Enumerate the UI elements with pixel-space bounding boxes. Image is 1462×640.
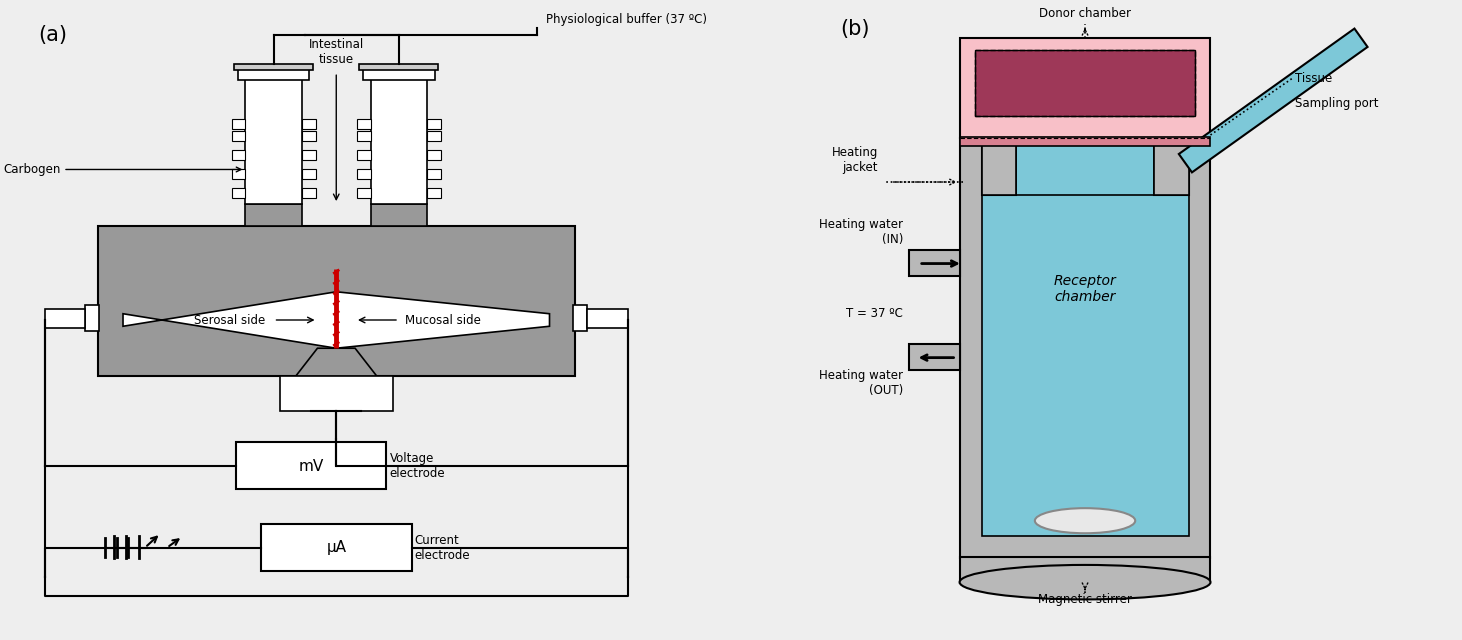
Polygon shape	[301, 131, 316, 141]
Polygon shape	[959, 38, 1211, 138]
Polygon shape	[45, 308, 85, 328]
Polygon shape	[231, 131, 246, 141]
Polygon shape	[975, 51, 1194, 116]
Polygon shape	[357, 131, 371, 141]
Polygon shape	[909, 250, 959, 276]
Polygon shape	[98, 226, 575, 376]
Text: Sampling port: Sampling port	[1295, 97, 1379, 110]
Polygon shape	[959, 557, 1211, 584]
Polygon shape	[357, 150, 371, 160]
Text: Carbogen: Carbogen	[3, 163, 241, 176]
Text: Intestinal
tissue: Intestinal tissue	[308, 38, 364, 66]
Polygon shape	[959, 137, 1211, 146]
Polygon shape	[238, 69, 310, 81]
Ellipse shape	[1035, 508, 1135, 533]
Polygon shape	[231, 169, 246, 179]
Polygon shape	[301, 150, 316, 160]
Polygon shape	[427, 188, 442, 198]
Ellipse shape	[959, 565, 1211, 600]
Polygon shape	[427, 131, 442, 141]
Polygon shape	[357, 169, 371, 179]
Polygon shape	[427, 118, 442, 129]
Polygon shape	[262, 524, 411, 571]
Polygon shape	[588, 308, 627, 328]
Polygon shape	[231, 188, 246, 198]
Polygon shape	[246, 79, 301, 204]
Polygon shape	[909, 344, 959, 370]
Text: Current
electrode: Current electrode	[415, 534, 471, 562]
Polygon shape	[360, 64, 439, 70]
Polygon shape	[235, 442, 386, 490]
Polygon shape	[959, 138, 1211, 558]
Polygon shape	[371, 79, 427, 204]
Polygon shape	[336, 292, 550, 348]
Polygon shape	[301, 169, 316, 179]
Polygon shape	[301, 188, 316, 198]
Text: Receptor
chamber: Receptor chamber	[1054, 273, 1117, 304]
Text: Voltage
electrode: Voltage electrode	[389, 452, 446, 480]
Polygon shape	[1154, 138, 1189, 195]
Text: Serosal side: Serosal side	[194, 314, 265, 326]
Polygon shape	[234, 64, 313, 70]
Polygon shape	[573, 305, 588, 332]
Text: T = 37 ºC: T = 37 ºC	[846, 307, 904, 320]
Text: Tissue: Tissue	[1295, 72, 1332, 85]
Polygon shape	[1178, 29, 1367, 172]
Polygon shape	[279, 376, 393, 411]
Text: Donor chamber: Donor chamber	[1039, 7, 1132, 20]
Polygon shape	[301, 118, 316, 129]
Polygon shape	[123, 292, 336, 348]
Text: Heating water
(OUT): Heating water (OUT)	[819, 369, 904, 397]
Text: μA: μA	[326, 540, 346, 555]
Text: Heating
jacket: Heating jacket	[832, 146, 879, 174]
Polygon shape	[363, 69, 434, 81]
Text: mV: mV	[298, 459, 323, 474]
Text: (b): (b)	[841, 19, 870, 39]
Polygon shape	[427, 169, 442, 179]
Polygon shape	[246, 204, 301, 226]
Polygon shape	[981, 138, 1016, 195]
Polygon shape	[357, 188, 371, 198]
Text: (a): (a)	[38, 25, 67, 45]
Text: Mucosal side: Mucosal side	[405, 314, 481, 326]
Polygon shape	[357, 118, 371, 129]
Text: Magnetic stirrer: Magnetic stirrer	[1038, 593, 1132, 606]
Polygon shape	[1154, 138, 1189, 195]
Text: Heating water
(IN): Heating water (IN)	[819, 218, 904, 246]
Polygon shape	[295, 348, 377, 376]
Polygon shape	[85, 305, 99, 332]
Polygon shape	[981, 138, 1016, 195]
Polygon shape	[427, 150, 442, 160]
Polygon shape	[231, 118, 246, 129]
Polygon shape	[231, 150, 246, 160]
Polygon shape	[981, 138, 1189, 536]
Text: Physiological buffer (37 ºC): Physiological buffer (37 ºC)	[547, 13, 708, 26]
Polygon shape	[371, 204, 427, 226]
Polygon shape	[1016, 138, 1154, 195]
